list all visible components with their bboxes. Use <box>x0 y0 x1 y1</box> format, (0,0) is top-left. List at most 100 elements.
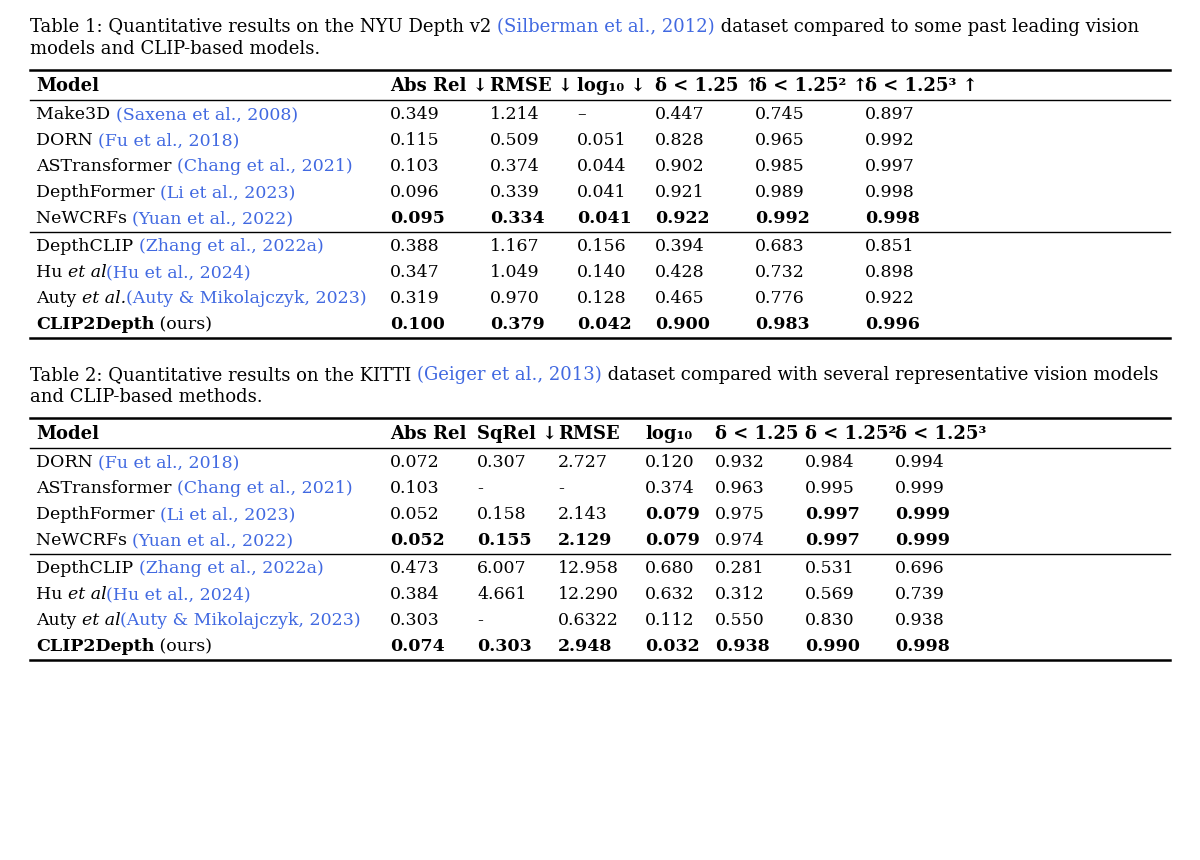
Text: 0.995: 0.995 <box>805 481 854 497</box>
Text: 0.922: 0.922 <box>865 291 914 308</box>
Text: 0.983: 0.983 <box>755 316 810 334</box>
Text: 2.727: 2.727 <box>558 454 608 471</box>
Text: 0.745: 0.745 <box>755 107 805 124</box>
Text: 0.898: 0.898 <box>865 265 914 281</box>
Text: RMSE: RMSE <box>558 425 619 443</box>
Text: log₁₀: log₁₀ <box>646 425 692 443</box>
Text: NeWCRFs: NeWCRFs <box>36 532 132 550</box>
Text: Hu: Hu <box>36 265 68 281</box>
Text: 0.374: 0.374 <box>646 481 695 497</box>
Text: 0.384: 0.384 <box>390 587 439 604</box>
Text: Model: Model <box>36 425 98 443</box>
Text: 2.948: 2.948 <box>558 638 612 655</box>
Text: and CLIP-based methods.: and CLIP-based methods. <box>30 388 263 406</box>
Text: SqRel ↓: SqRel ↓ <box>478 425 557 443</box>
Text: 0.379: 0.379 <box>490 316 545 334</box>
Text: 0.120: 0.120 <box>646 454 695 471</box>
Text: (Hu et al., 2024): (Hu et al., 2024) <box>107 265 251 281</box>
Text: models and CLIP-based models.: models and CLIP-based models. <box>30 40 320 58</box>
Text: DepthCLIP: DepthCLIP <box>36 561 139 577</box>
Text: 0.096: 0.096 <box>390 185 439 201</box>
Text: (Auty & Mikolajczyk, 2023): (Auty & Mikolajczyk, 2023) <box>120 612 361 630</box>
Text: 0.128: 0.128 <box>577 291 626 308</box>
Text: (Fu et al., 2018): (Fu et al., 2018) <box>98 132 240 150</box>
Text: 0.776: 0.776 <box>755 291 805 308</box>
Text: 0.830: 0.830 <box>805 612 854 630</box>
Text: 0.897: 0.897 <box>865 107 914 124</box>
Text: 0.999: 0.999 <box>895 507 950 524</box>
Text: 0.999: 0.999 <box>895 481 944 497</box>
Text: DORN: DORN <box>36 132 98 150</box>
Text: 0.303: 0.303 <box>390 612 439 630</box>
Text: 0.922: 0.922 <box>655 211 709 228</box>
Text: 0.072: 0.072 <box>390 454 439 471</box>
Text: 0.932: 0.932 <box>715 454 764 471</box>
Text: 0.632: 0.632 <box>646 587 695 604</box>
Text: 0.307: 0.307 <box>478 454 527 471</box>
Text: 0.303: 0.303 <box>478 638 532 655</box>
Text: (Zhang et al., 2022a): (Zhang et al., 2022a) <box>139 238 323 255</box>
Text: 0.140: 0.140 <box>577 265 626 281</box>
Text: Make3D: Make3D <box>36 107 115 124</box>
Text: (Li et al., 2023): (Li et al., 2023) <box>160 507 295 524</box>
Text: (Yuan et al., 2022): (Yuan et al., 2022) <box>132 211 294 228</box>
Text: (Zhang et al., 2022a): (Zhang et al., 2022a) <box>139 561 323 577</box>
Text: 0.079: 0.079 <box>646 532 700 550</box>
Text: dataset compared with several representative vision models: dataset compared with several representa… <box>601 366 1158 384</box>
Text: Hu: Hu <box>36 587 68 604</box>
Text: δ < 1.25 ↑: δ < 1.25 ↑ <box>655 77 760 95</box>
Text: 0.997: 0.997 <box>865 158 914 175</box>
Text: dataset compared to some past leading vision: dataset compared to some past leading vi… <box>715 18 1139 36</box>
Text: 0.6322: 0.6322 <box>558 612 619 630</box>
Text: 0.347: 0.347 <box>390 265 439 281</box>
Text: 0.100: 0.100 <box>390 316 445 334</box>
Text: 0.997: 0.997 <box>805 507 860 524</box>
Text: 0.473: 0.473 <box>390 561 439 577</box>
Text: (Geiger et al., 2013): (Geiger et al., 2013) <box>418 366 601 384</box>
Text: 2.129: 2.129 <box>558 532 612 550</box>
Text: 0.349: 0.349 <box>390 107 439 124</box>
Text: 1.049: 1.049 <box>490 265 540 281</box>
Text: 0.334: 0.334 <box>490 211 545 228</box>
Text: 0.079: 0.079 <box>646 507 700 524</box>
Text: 2.143: 2.143 <box>558 507 607 524</box>
Text: 0.900: 0.900 <box>655 316 710 334</box>
Text: 0.103: 0.103 <box>390 481 439 497</box>
Text: 0.696: 0.696 <box>895 561 944 577</box>
Text: 0.739: 0.739 <box>895 587 944 604</box>
Text: 1.214: 1.214 <box>490 107 540 124</box>
Text: 0.992: 0.992 <box>865 132 914 150</box>
Text: 0.998: 0.998 <box>865 185 914 201</box>
Text: 0.569: 0.569 <box>805 587 854 604</box>
Text: -: - <box>478 612 482 630</box>
Text: 0.828: 0.828 <box>655 132 704 150</box>
Text: 0.902: 0.902 <box>655 158 704 175</box>
Text: 0.032: 0.032 <box>646 638 700 655</box>
Text: et al: et al <box>68 265 107 281</box>
Text: 1.167: 1.167 <box>490 238 540 255</box>
Text: 0.683: 0.683 <box>755 238 805 255</box>
Text: 0.851: 0.851 <box>865 238 914 255</box>
Text: 0.042: 0.042 <box>577 316 631 334</box>
Text: 0.074: 0.074 <box>390 638 445 655</box>
Text: 0.465: 0.465 <box>655 291 704 308</box>
Text: Table 2: Quantitative results on the KITTI: Table 2: Quantitative results on the KIT… <box>30 366 418 384</box>
Text: 0.115: 0.115 <box>390 132 439 150</box>
Text: 0.732: 0.732 <box>755 265 805 281</box>
Text: (Chang et al., 2021): (Chang et al., 2021) <box>178 481 353 497</box>
Text: (Yuan et al., 2022): (Yuan et al., 2022) <box>132 532 294 550</box>
Text: 0.680: 0.680 <box>646 561 695 577</box>
Text: CLIP2Depth: CLIP2Depth <box>36 638 155 655</box>
Text: –: – <box>577 107 586 124</box>
Text: (Fu et al., 2018): (Fu et al., 2018) <box>98 454 240 471</box>
Text: 0.052: 0.052 <box>390 507 439 524</box>
Text: 0.052: 0.052 <box>390 532 445 550</box>
Text: 0.998: 0.998 <box>895 638 949 655</box>
Text: (Chang et al., 2021): (Chang et al., 2021) <box>178 158 353 175</box>
Text: Abs Rel ↓: Abs Rel ↓ <box>390 77 487 95</box>
Text: 0.985: 0.985 <box>755 158 805 175</box>
Text: Auty: Auty <box>36 291 82 308</box>
Text: Auty: Auty <box>36 612 82 630</box>
Text: 0.428: 0.428 <box>655 265 704 281</box>
Text: 0.970: 0.970 <box>490 291 540 308</box>
